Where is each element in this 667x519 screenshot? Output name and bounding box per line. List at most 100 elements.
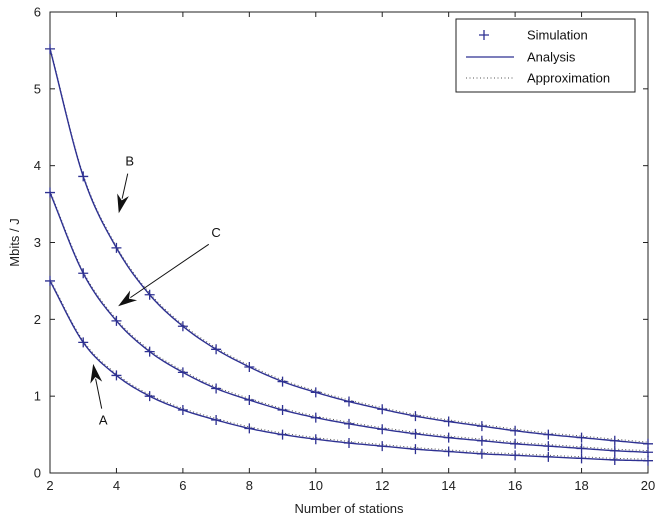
simulation-point (277, 404, 288, 415)
simulation-point (111, 242, 122, 253)
simulation-point (344, 418, 354, 429)
y-tick-label: 5 (34, 81, 41, 96)
simulation-point (443, 432, 454, 443)
series-layer (45, 43, 653, 466)
simulation-point (609, 435, 620, 446)
simulation-point (410, 411, 421, 422)
simulation-point (543, 429, 554, 440)
simulation-point (78, 337, 89, 348)
annotation-label: A (99, 413, 108, 428)
y-tick-label: 4 (34, 158, 41, 173)
simulation-point (244, 423, 255, 434)
simulation-point (476, 421, 487, 432)
simulation-point (510, 450, 521, 461)
simulation-point (177, 367, 188, 378)
simulation-point (377, 424, 388, 435)
x-tick-label: 16 (508, 478, 522, 493)
annotation-a: A (90, 363, 108, 428)
x-tick-label: 8 (246, 478, 253, 493)
simulation-point (45, 187, 55, 198)
simulation-point (377, 404, 388, 415)
legend-entry-analysis: Analysis (466, 50, 576, 65)
annotation-arrow-shaft (130, 243, 210, 299)
annotation-arrow-head (90, 363, 103, 384)
simulation-point (144, 289, 155, 300)
simulation-point (244, 361, 255, 372)
y-tick-label: 2 (34, 312, 41, 327)
simulation-point (410, 444, 421, 455)
simulation-point (111, 315, 122, 326)
simulation-point (277, 429, 288, 440)
simulation-point (111, 370, 122, 381)
simulation-point (310, 434, 321, 445)
simulation-point (177, 404, 188, 415)
legend-label-simulation: Simulation (527, 28, 588, 43)
y-tick-label: 1 (34, 389, 41, 404)
simulation-point (244, 395, 255, 406)
legend-box (455, 18, 636, 93)
simulation-point (543, 451, 554, 462)
y-axis-label: Mbits / J (7, 218, 22, 266)
simulation-point (510, 425, 521, 436)
x-tick-label: 14 (441, 478, 455, 493)
x-tick-label: 18 (574, 478, 588, 493)
simulation-point (576, 443, 587, 454)
simulation-point (177, 321, 188, 332)
annotation-c: C (118, 225, 221, 307)
series-2 (45, 275, 653, 466)
x-tick-label: 10 (309, 478, 323, 493)
legend-entry-simulation: Simulation (479, 28, 588, 43)
x-tick-label: 4 (113, 478, 120, 493)
simulation-point (609, 454, 620, 465)
annotation-label: C (211, 225, 220, 240)
simulation-point (211, 344, 222, 355)
x-tick-label: 6 (179, 478, 186, 493)
legend: Simulation Analysis Approximation (455, 18, 636, 93)
simulation-point (643, 447, 653, 458)
simulation-point (476, 448, 487, 459)
x-tick-label: 20 (641, 478, 655, 493)
simulation-point (410, 428, 421, 439)
annotation-arrow-shaft (121, 173, 129, 199)
simulation-point (310, 412, 321, 423)
simulation-point (643, 438, 653, 449)
simulation-point (344, 396, 354, 407)
simulation-point (377, 441, 388, 452)
simulation-point (576, 453, 587, 464)
simulation-point (277, 376, 288, 387)
simulation-point (344, 438, 354, 449)
simulation-point (443, 416, 454, 427)
x-tick-label: 2 (46, 478, 53, 493)
legend-marker-plus (479, 30, 489, 40)
legend-entry-approximation: Approximation (466, 71, 610, 86)
annotation-layer: B C A (90, 154, 221, 428)
x-tick-label: 12 (375, 478, 389, 493)
annotation-arrow-head (117, 193, 129, 214)
simulation-point (310, 387, 321, 398)
y-tick-label: 6 (34, 5, 41, 20)
y-tick-label: 0 (34, 466, 41, 481)
simulation-point (211, 414, 222, 425)
simulation-point (144, 391, 155, 402)
simulation-point (609, 445, 620, 456)
simulation-point (45, 275, 55, 286)
x-axis-label: Number of stations (294, 501, 404, 516)
simulation-point (144, 346, 155, 357)
annotation-label: B (125, 154, 134, 169)
legend-label-approximation: Approximation (527, 71, 610, 86)
legend-label-analysis: Analysis (527, 50, 576, 65)
simulation-point (211, 383, 222, 394)
annotation-arrow-head (118, 290, 138, 307)
annotation-arrow-shaft (95, 378, 103, 409)
series-1 (45, 187, 653, 458)
simulation-point (643, 455, 653, 466)
simulation-point (476, 435, 487, 446)
simulation-point (443, 446, 454, 457)
simulation-point (576, 432, 587, 443)
simulation-point (543, 441, 554, 452)
annotation-b: B (117, 154, 134, 214)
simulation-point (510, 438, 521, 449)
simulation-point (78, 171, 89, 182)
